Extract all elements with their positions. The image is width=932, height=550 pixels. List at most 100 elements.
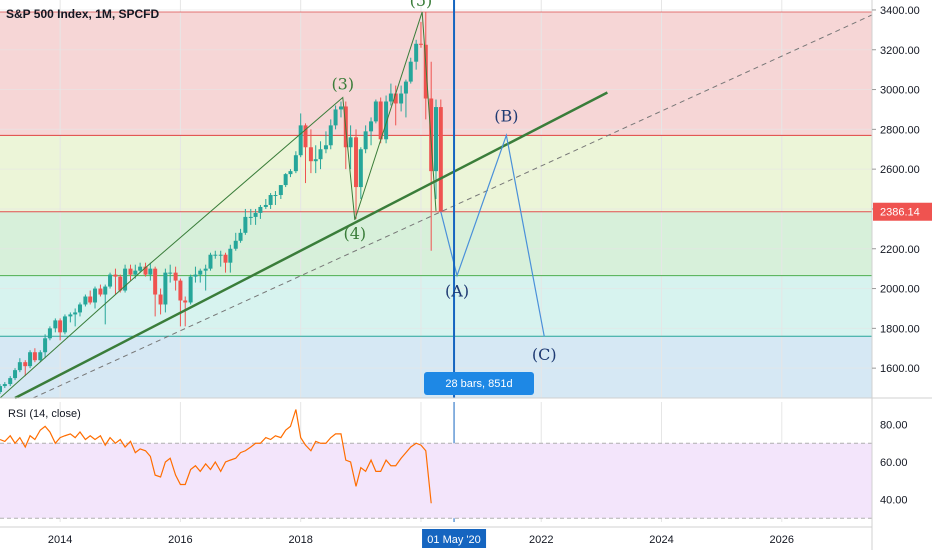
candle-body bbox=[43, 338, 48, 353]
last-price-label: 2386.14 bbox=[880, 207, 920, 219]
candle-body bbox=[438, 107, 443, 212]
candle-body bbox=[68, 314, 73, 317]
price-tick-label: 2600.00 bbox=[880, 164, 920, 176]
grid-lines bbox=[0, 0, 872, 522]
candle-body bbox=[103, 286, 108, 295]
candle-body bbox=[148, 268, 153, 275]
candle-body bbox=[188, 276, 193, 303]
wave-annotations: (3) (4) (5) (A) (B) (C) bbox=[331, 0, 556, 364]
candle-body bbox=[163, 272, 168, 305]
candle-body bbox=[358, 149, 363, 188]
rsi-tick-label: 80.00 bbox=[880, 420, 908, 432]
price-tick-label: 3200.00 bbox=[880, 45, 920, 57]
time-tick-label: 2014 bbox=[48, 534, 72, 546]
wave-label: (A) bbox=[445, 282, 469, 301]
abc-projection-path bbox=[440, 133, 545, 337]
candle-body bbox=[333, 109, 338, 126]
range-tag-label: 28 bars, 851d bbox=[445, 378, 512, 390]
candle-body bbox=[399, 93, 404, 104]
rsi-band bbox=[0, 443, 872, 519]
candle-body bbox=[83, 296, 88, 305]
candle-body bbox=[328, 125, 333, 146]
candle-body bbox=[77, 304, 82, 313]
candle-body bbox=[128, 268, 133, 275]
candle-body bbox=[73, 312, 78, 315]
rsi-label: RSI (14, close) bbox=[8, 408, 81, 420]
candle-body bbox=[253, 212, 258, 217]
price-tick-label: 1600.00 bbox=[880, 363, 920, 375]
candle-body bbox=[47, 328, 52, 339]
candle-body bbox=[308, 147, 313, 162]
candle-body bbox=[313, 159, 318, 162]
candle-body bbox=[2, 384, 7, 387]
candle-body bbox=[363, 131, 368, 150]
candle-body bbox=[403, 81, 408, 94]
candle-body bbox=[258, 206, 263, 213]
candle-body bbox=[288, 171, 293, 175]
candle-body bbox=[293, 155, 298, 172]
candle-body bbox=[98, 288, 103, 295]
candle-body bbox=[153, 268, 158, 295]
candle-body bbox=[143, 266, 148, 275]
candle-body bbox=[278, 185, 283, 196]
candle-body bbox=[273, 195, 278, 197]
candle-body bbox=[243, 216, 248, 233]
candle-body bbox=[238, 232, 243, 241]
fib-zones bbox=[0, 11, 872, 398]
wave-label: (4) bbox=[343, 224, 366, 243]
candle-body bbox=[373, 101, 378, 122]
date-highlight-bg bbox=[422, 529, 487, 548]
candle-body bbox=[138, 266, 143, 271]
candle-body bbox=[263, 204, 268, 207]
candle-body bbox=[53, 320, 58, 329]
candle-body bbox=[418, 43, 423, 45]
candle-body bbox=[228, 248, 233, 263]
candle-body bbox=[62, 316, 67, 333]
candle-body bbox=[88, 296, 93, 303]
candle-body bbox=[414, 43, 419, 62]
candle-body bbox=[28, 352, 33, 367]
chart-title: S&P 500 Index, 1M, SPCFD bbox=[6, 7, 159, 21]
time-tick-label: 2016 bbox=[168, 534, 192, 546]
candle-body bbox=[178, 280, 183, 301]
candle-body bbox=[32, 352, 37, 361]
candle-body bbox=[218, 254, 223, 256]
time-tick-label: 2018 bbox=[288, 534, 312, 546]
price-tick-label: 3400.00 bbox=[880, 5, 920, 17]
candle-body bbox=[283, 174, 288, 186]
rsi-tick-label: 60.00 bbox=[880, 457, 908, 469]
candle-body bbox=[303, 125, 308, 148]
candle-body bbox=[168, 272, 173, 274]
candle-body bbox=[38, 352, 43, 361]
candle-body bbox=[248, 216, 253, 218]
candle-body bbox=[434, 107, 438, 172]
wave-label: (3) bbox=[331, 75, 354, 94]
trendline-support bbox=[14, 91, 608, 400]
candle-body bbox=[113, 274, 118, 277]
wave-label: (C) bbox=[532, 345, 557, 364]
candle-body bbox=[384, 101, 389, 140]
impulse-wave-path bbox=[144, 11, 437, 270]
rsi-tick-label: 40.00 bbox=[880, 495, 908, 507]
candle-body bbox=[13, 370, 18, 379]
candle-body bbox=[423, 44, 428, 99]
candle-body bbox=[378, 101, 383, 140]
candle-body bbox=[393, 93, 398, 104]
candle-body bbox=[233, 240, 238, 249]
candle-body bbox=[223, 254, 228, 263]
time-tick-label: 2024 bbox=[649, 534, 673, 546]
wave-label: (B) bbox=[494, 106, 518, 125]
candle-body bbox=[0, 386, 2, 393]
rsi-line bbox=[0, 409, 432, 504]
price-tick-label: 2200.00 bbox=[880, 244, 920, 256]
candle-body bbox=[123, 268, 128, 291]
candle-body bbox=[213, 254, 218, 256]
candle-body bbox=[193, 274, 198, 277]
candle-body bbox=[408, 61, 413, 82]
candle-body bbox=[323, 145, 328, 150]
candle-body bbox=[8, 378, 13, 385]
candle-body bbox=[318, 149, 323, 160]
candle-body bbox=[133, 270, 138, 275]
